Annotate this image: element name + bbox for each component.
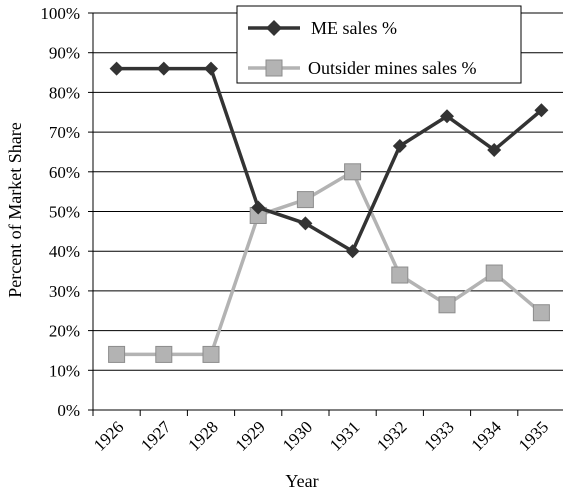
- x-tick-label: 1930: [279, 417, 316, 454]
- data-point: [155, 345, 173, 363]
- y-tick-label: 80%: [49, 83, 80, 102]
- data-point: [202, 345, 220, 363]
- legend-marker-outsider: [265, 59, 283, 77]
- x-tick-label: 1932: [373, 417, 410, 454]
- data-point: [298, 216, 313, 231]
- data-point: [345, 244, 360, 259]
- data-point: [156, 61, 171, 76]
- legend-marker-me: [266, 20, 282, 36]
- data-point: [532, 304, 550, 322]
- data-point: [485, 264, 503, 282]
- data-point: [344, 163, 362, 181]
- x-tick-label: 1929: [232, 417, 269, 454]
- data-point: [392, 138, 407, 153]
- legend: ME sales % Outsider mines sales %: [236, 5, 522, 84]
- x-tick-label: 1935: [515, 417, 552, 454]
- data-point: [296, 191, 314, 209]
- x-tick-label: 1931: [326, 417, 363, 454]
- data-point: [440, 109, 454, 124]
- x-tick-labels: 1926 1927 1928 1929 1930 1931 1932 1933 1934 1935: [90, 417, 552, 455]
- series-me-sales: [109, 61, 549, 259]
- data-point: [251, 200, 266, 215]
- data-point: [109, 61, 124, 76]
- series: [108, 61, 550, 363]
- x-tick-label: 1926: [90, 417, 127, 454]
- y-axis-title: Percent of Market Share: [5, 122, 25, 297]
- legend-box: [236, 5, 522, 84]
- axes: [88, 12, 563, 416]
- x-tick-label: 1927: [137, 417, 175, 455]
- y-tick-label: 90%: [49, 44, 80, 63]
- x-tick-label: 1933: [420, 417, 457, 454]
- data-point: [108, 345, 126, 363]
- x-tick-label: 1928: [184, 417, 221, 454]
- x-tick-label: 1934: [468, 417, 506, 455]
- data-point: [534, 103, 549, 118]
- y-tick-label: 0%: [57, 401, 80, 420]
- series-line: [116, 66, 543, 253]
- data-point: [438, 296, 456, 314]
- y-tick-label: 100%: [40, 4, 80, 23]
- y-tick-label: 60%: [49, 163, 80, 182]
- data-point: [204, 61, 218, 76]
- legend-label-outsider: Outsider mines sales %: [308, 58, 476, 78]
- y-tick-label: 30%: [49, 282, 80, 301]
- series-outsider-sales: [108, 163, 550, 363]
- y-tick-label: 50%: [49, 203, 80, 222]
- y-tick-label: 20%: [49, 322, 80, 341]
- y-tick-labels: 0% 10% 20% 30% 40% 50% 60% 70% 80% 90% 100%: [40, 4, 80, 420]
- data-point: [391, 266, 409, 284]
- y-tick-label: 40%: [49, 242, 80, 261]
- x-axis-title: Year: [285, 471, 318, 491]
- legend-label-me: ME sales %: [311, 18, 397, 38]
- series-line: [116, 170, 543, 357]
- y-tick-label: 10%: [49, 361, 80, 380]
- y-tick-label: 70%: [49, 123, 80, 142]
- data-point: [487, 142, 502, 157]
